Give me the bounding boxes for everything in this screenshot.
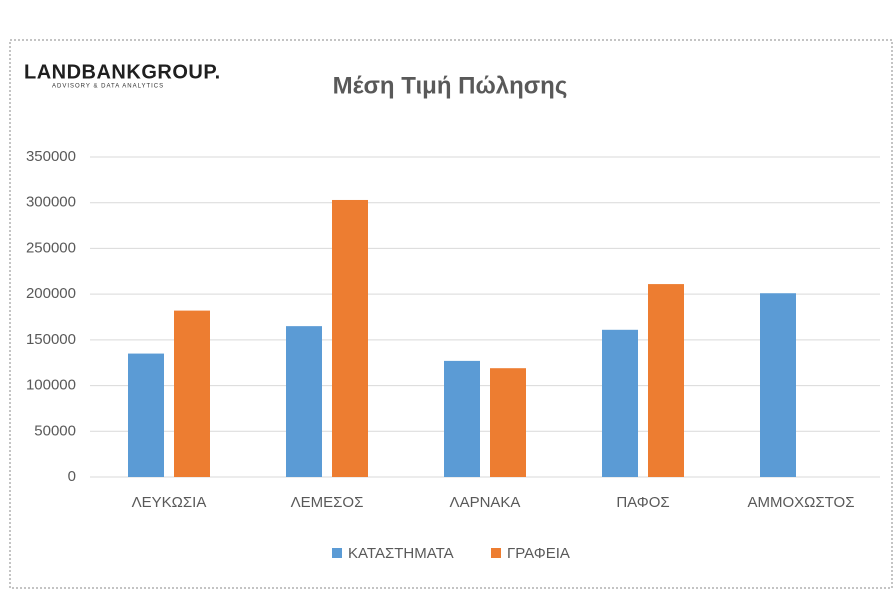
- bar: [444, 360, 480, 477]
- bar: [286, 326, 322, 477]
- bar: [760, 293, 796, 477]
- chart-title: Μέση Τιμή Πώλησης: [333, 72, 568, 99]
- x-tick-label: ΛΑΡΝΑΚΑ: [450, 494, 521, 511]
- legend-label: ΓΡΑΦΕΙΑ: [507, 545, 570, 562]
- y-tick-label: 250000: [26, 239, 76, 256]
- y-tick-label: 0: [68, 468, 76, 485]
- chart-frame: [9, 39, 893, 589]
- y-tick-label: 300000: [26, 194, 76, 211]
- y-tick-label: 200000: [26, 285, 76, 302]
- x-tick-label: ΑΜΜΟΧΩΣΤΟΣ: [748, 494, 855, 511]
- bar: [332, 199, 368, 477]
- legend-swatch: [491, 548, 501, 558]
- bar: [128, 353, 164, 477]
- bar: [648, 284, 684, 477]
- y-tick-label: 50000: [34, 422, 76, 439]
- x-tick-label: ΛΕΥΚΩΣΙΑ: [132, 494, 207, 511]
- legend-swatch: [332, 548, 342, 558]
- logo-name: LANDBANKGROUP.: [24, 61, 221, 83]
- y-tick-label: 350000: [26, 148, 76, 165]
- y-tick-label: 150000: [26, 331, 76, 348]
- bar: [174, 310, 210, 477]
- legend-label: ΚΑΤΑΣΤΗΜΑΤΑ: [348, 545, 454, 562]
- x-tick-label: ΛΕΜΕΣΟΣ: [291, 494, 364, 511]
- x-tick-label: ΠΑΦΟΣ: [616, 494, 669, 511]
- bar: [490, 368, 526, 477]
- y-tick-label: 100000: [26, 377, 76, 394]
- logo-tagline: ADVISORY & DATA ANALYTICS: [52, 84, 164, 90]
- bar: [602, 329, 638, 477]
